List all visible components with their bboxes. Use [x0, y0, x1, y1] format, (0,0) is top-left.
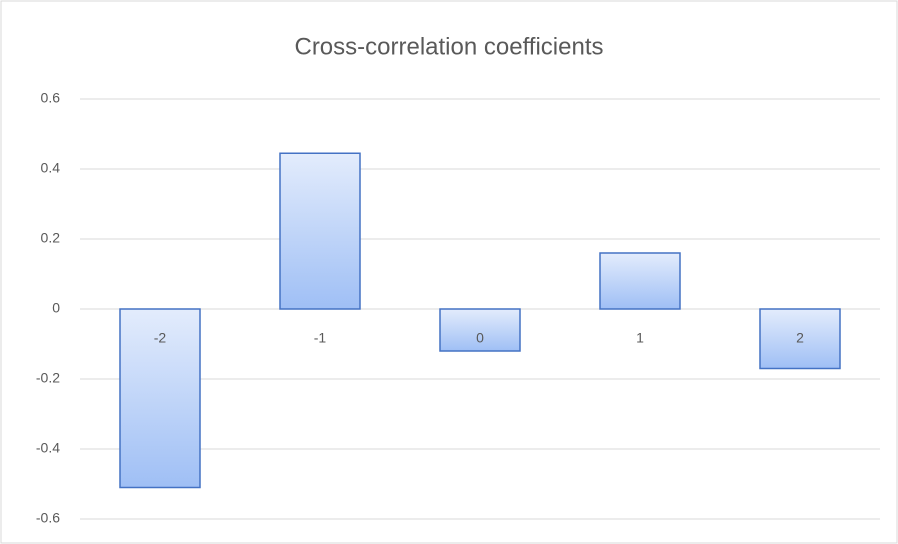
y-tick-label: 0.6	[41, 90, 61, 106]
bar	[759, 308, 841, 370]
chart-title: Cross-correlation coefficients	[294, 33, 603, 60]
x-tick-label: 2	[796, 330, 804, 346]
x-tick-label: 1	[636, 330, 644, 346]
bar	[119, 308, 201, 489]
y-tick-label: 0.2	[41, 230, 61, 246]
y-tick-label: 0	[52, 300, 60, 316]
y-tick-label: -0.6	[36, 510, 60, 526]
x-tick-label: -1	[314, 330, 327, 346]
y-tick-label: -0.2	[36, 370, 60, 386]
x-tick-label: 0	[476, 330, 484, 346]
y-tick-label: 0.4	[41, 160, 61, 176]
bar	[439, 308, 521, 352]
bar	[599, 252, 681, 310]
y-tick-label: -0.4	[36, 440, 60, 456]
x-tick-label: -2	[154, 330, 167, 346]
bar	[279, 152, 361, 310]
